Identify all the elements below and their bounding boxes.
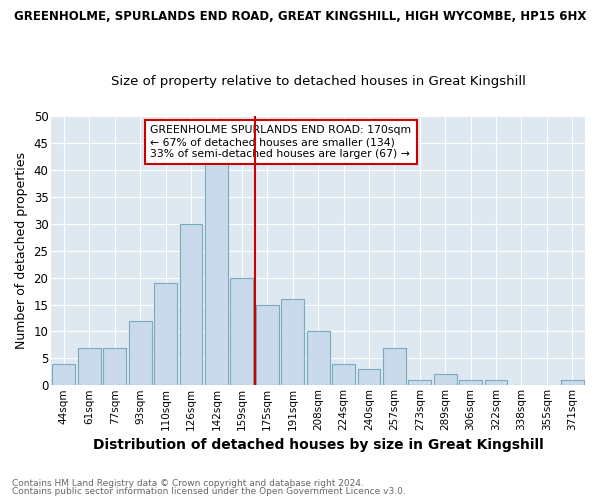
Bar (409, 380, 431, 386)
Bar (459, 380, 482, 386)
Bar (103, 348, 126, 386)
Y-axis label: Number of detached properties: Number of detached properties (15, 152, 28, 349)
Text: GREENHOLME, SPURLANDS END ROAD, GREAT KINGSHILL, HIGH WYCOMBE, HP15 6HX: GREENHOLME, SPURLANDS END ROAD, GREAT KI… (14, 10, 586, 23)
Bar (154, 283, 177, 386)
Bar (52, 364, 76, 386)
Bar (485, 380, 508, 386)
Bar (129, 320, 152, 386)
X-axis label: Distribution of detached houses by size in Great Kingshill: Distribution of detached houses by size … (93, 438, 544, 452)
Bar (281, 299, 304, 386)
Bar (78, 348, 101, 386)
Bar (358, 369, 380, 386)
Text: Contains HM Land Registry data © Crown copyright and database right 2024.: Contains HM Land Registry data © Crown c… (12, 478, 364, 488)
Bar (307, 332, 329, 386)
Text: GREENHOLME SPURLANDS END ROAD: 170sqm
← 67% of detached houses are smaller (134): GREENHOLME SPURLANDS END ROAD: 170sqm ← … (150, 126, 411, 158)
Bar (205, 159, 228, 386)
Bar (434, 374, 457, 386)
Bar (230, 278, 253, 386)
Title: Size of property relative to detached houses in Great Kingshill: Size of property relative to detached ho… (110, 76, 526, 88)
Bar (179, 224, 202, 386)
Bar (256, 304, 279, 386)
Bar (383, 348, 406, 386)
Text: Contains public sector information licensed under the Open Government Licence v3: Contains public sector information licen… (12, 487, 406, 496)
Bar (561, 380, 584, 386)
Bar (332, 364, 355, 386)
